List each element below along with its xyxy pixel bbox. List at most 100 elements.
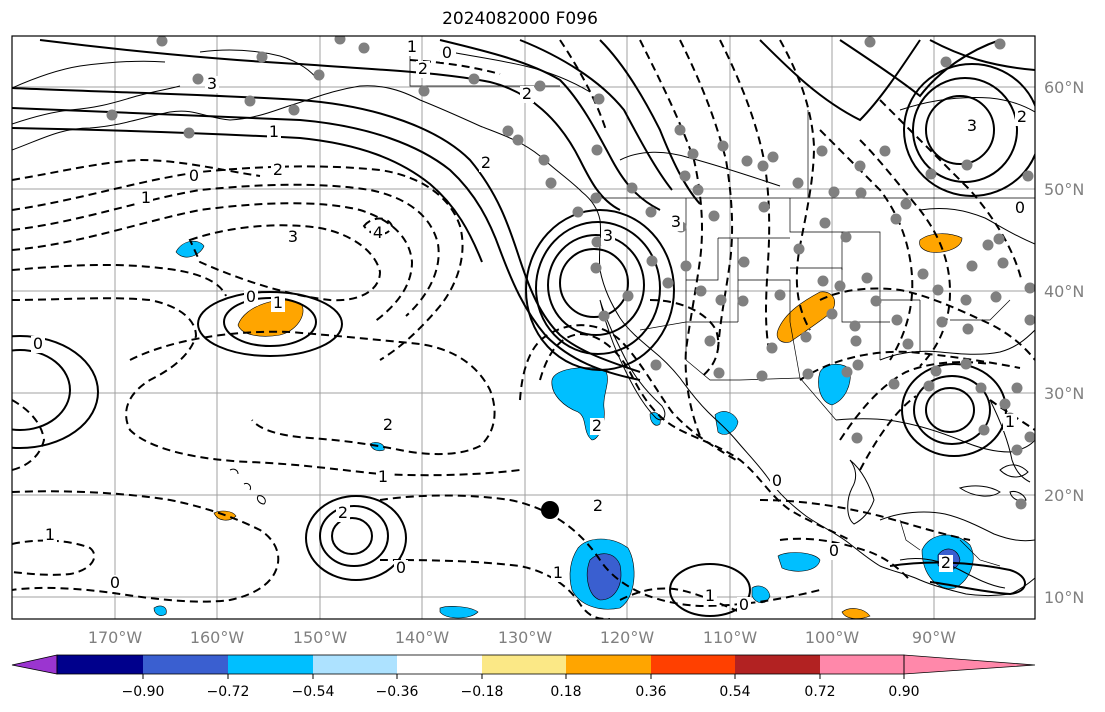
map-area <box>12 36 1035 619</box>
colorbar: −0.90 −0.72 −0.54 −0.36 −0.18 0.18 0.36 … <box>11 654 1036 700</box>
contour-label-background <box>43 527 57 544</box>
negative-area <box>649 412 661 426</box>
colorbar-tick-label: 0.54 <box>719 684 750 700</box>
contour-label: 2 <box>593 496 603 515</box>
contour-label-background <box>286 229 300 246</box>
contour-label: 1 <box>269 122 279 141</box>
contour-line <box>547 234 645 336</box>
contour-label-background <box>108 575 122 592</box>
contour-label: 3 <box>967 116 977 135</box>
contour-label-background <box>416 61 430 78</box>
contour-line <box>129 330 496 456</box>
contour-label-background <box>187 168 201 185</box>
contour-label: 0 <box>1015 198 1025 217</box>
lon-label: 110°W <box>703 628 758 647</box>
contour-label: 0 <box>189 166 199 185</box>
contour-line <box>12 399 46 471</box>
contour-line <box>535 221 661 355</box>
contour-label: 0 <box>739 595 749 614</box>
colorbar-bin <box>397 655 482 674</box>
colorbar-bin <box>566 655 651 674</box>
contour-line <box>669 563 751 617</box>
station-dots <box>106 36 1035 510</box>
contour-label: 1 <box>273 293 283 312</box>
contour-label: 2 <box>273 160 283 179</box>
contour-label-background <box>1003 414 1017 431</box>
positive-area <box>841 608 871 619</box>
contour-line <box>539 332 851 541</box>
contour-label: 0 <box>33 334 43 353</box>
solid-contours <box>12 39 1035 617</box>
colorbar-bin <box>482 655 566 674</box>
contour-line <box>331 517 373 555</box>
colorbar-tick-label: 0.18 <box>550 684 581 700</box>
contour-line <box>12 87 641 373</box>
contour-label: 2 <box>418 59 428 78</box>
contour-line <box>719 39 771 357</box>
lat-label: 60°N <box>1044 78 1084 97</box>
contour-label: 3 <box>207 74 217 93</box>
contour-line <box>929 39 1035 71</box>
colorbar-tick-label: −0.18 <box>461 684 504 700</box>
lon-label: 100°W <box>805 628 860 647</box>
colorbar-bin <box>735 655 820 674</box>
contour-label-background <box>479 155 493 172</box>
contour-label: 4 <box>373 223 383 242</box>
latitude-labels: 60°N 50°N 40°N 30°N 20°N 10°N <box>1044 78 1084 607</box>
contour-label-background <box>405 39 419 56</box>
contour-label: 2 <box>1017 107 1027 126</box>
contour-line <box>859 139 952 367</box>
contour-label: 0 <box>396 558 406 577</box>
contour-line <box>912 77 1018 183</box>
lon-label: 90°W <box>912 628 956 647</box>
contour-label: 2 <box>338 503 348 522</box>
contour-label-background <box>601 228 615 245</box>
contour-label-background <box>770 473 784 490</box>
contour-label: 1 <box>141 188 151 207</box>
colorbar-bin <box>313 655 397 674</box>
contour-line <box>925 95 995 165</box>
contour-label-background <box>376 469 390 486</box>
contour-label-background <box>669 214 683 231</box>
contour-line <box>779 537 911 581</box>
contour-label-background <box>394 560 408 577</box>
contour-label-background <box>205 76 219 93</box>
colorbar-tick-label: 0.36 <box>635 684 666 700</box>
map-content: 021321012340102121021010233200201302 <box>12 36 1035 619</box>
contour-label: 0 <box>829 541 839 560</box>
contour-label: 2 <box>941 553 951 572</box>
contour-line <box>799 350 1021 381</box>
lat-label: 10°N <box>1044 588 1084 607</box>
contour-label: 0 <box>110 573 120 592</box>
contour-line <box>859 395 917 471</box>
contour-line <box>559 39 607 131</box>
contour-line <box>12 263 227 297</box>
contour-line <box>12 297 521 477</box>
lat-label: 40°N <box>1044 282 1084 301</box>
negative-area <box>714 411 739 435</box>
contour-line <box>12 335 99 449</box>
contour-label-background <box>827 543 841 560</box>
contour-line <box>188 224 382 302</box>
contour-line <box>599 39 701 205</box>
colorbar-tick-label: −0.54 <box>292 684 335 700</box>
contour-line <box>759 39 921 122</box>
contour-label-background <box>381 417 395 434</box>
contour-line <box>12 183 440 317</box>
contour-line <box>879 99 1023 283</box>
contour-line <box>759 499 971 541</box>
colorbar-bin <box>820 655 904 674</box>
colorbar-tick-label: −0.90 <box>122 684 165 700</box>
contour-line <box>679 39 734 351</box>
state-borders <box>409 52 1035 567</box>
contour-line <box>12 349 71 431</box>
contour-label-background <box>590 418 604 435</box>
colorbar-max-extension <box>903 654 1036 675</box>
contour-line <box>819 129 914 361</box>
contour-label-background <box>737 597 751 614</box>
lon-label: 170°W <box>88 628 143 647</box>
negative-area <box>777 552 821 572</box>
lat-label: 50°N <box>1044 180 1084 199</box>
contour-line <box>39 39 621 211</box>
negative-area <box>153 605 167 616</box>
